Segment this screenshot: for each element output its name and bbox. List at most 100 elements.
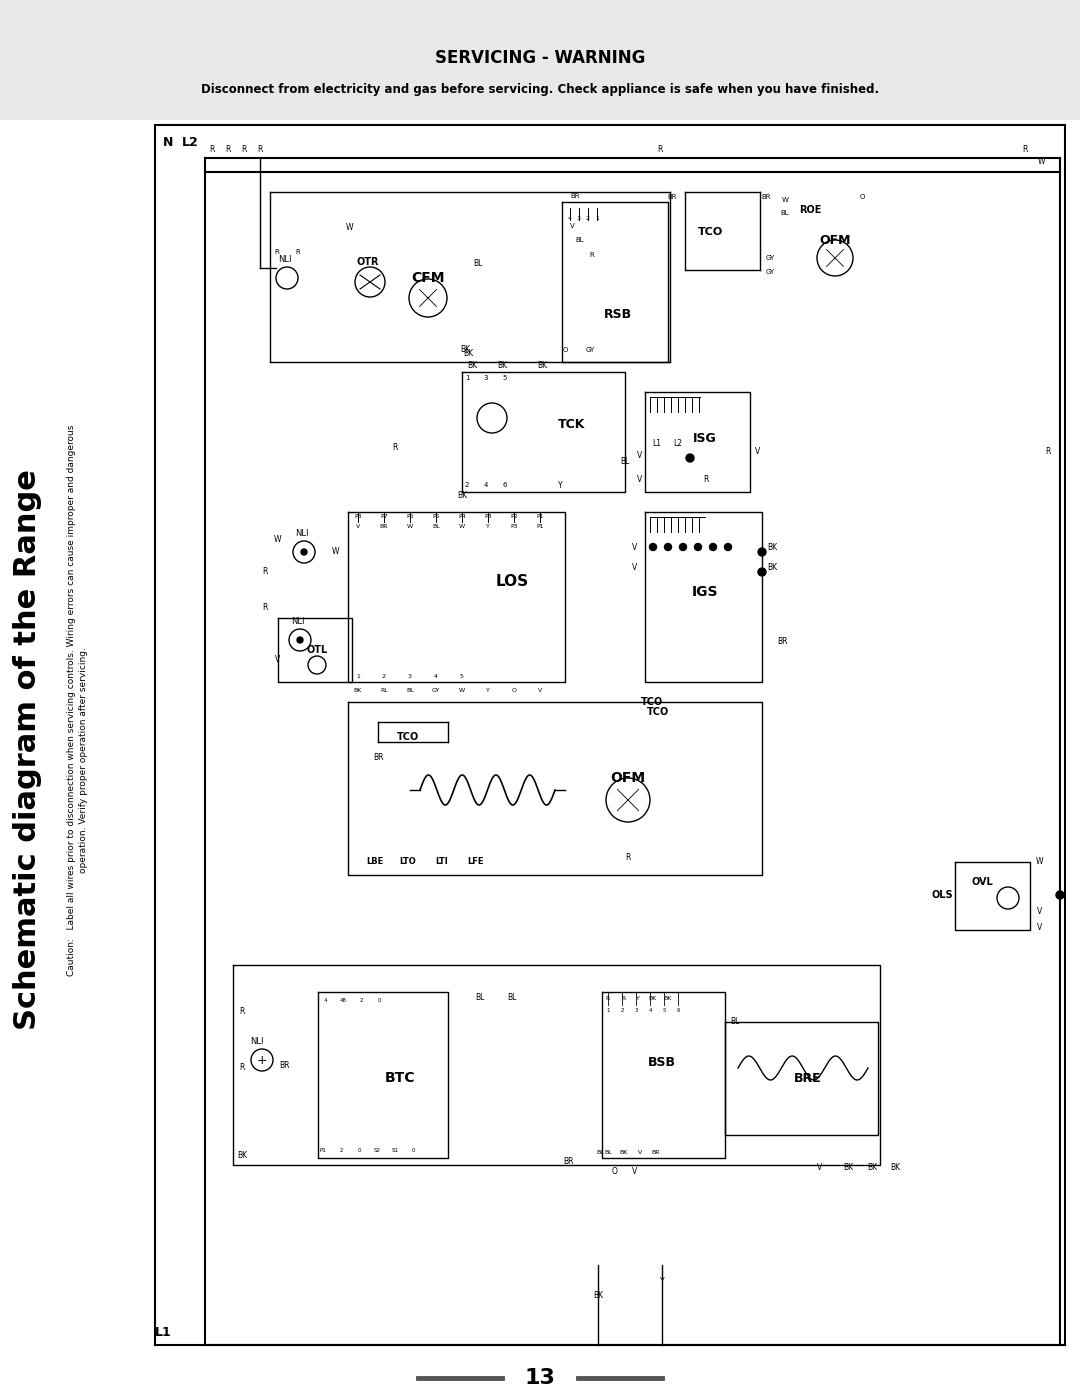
Text: P4: P4: [458, 514, 465, 520]
Text: GY: GY: [432, 687, 441, 693]
Text: Schematic diagram of the Range: Schematic diagram of the Range: [13, 469, 42, 1031]
Text: 2: 2: [464, 482, 469, 488]
Text: 5: 5: [460, 673, 464, 679]
Circle shape: [664, 543, 672, 550]
Text: BK: BK: [460, 345, 470, 355]
Text: V: V: [633, 1168, 637, 1176]
Text: BR: BR: [563, 1158, 573, 1166]
Text: OFM: OFM: [610, 771, 646, 785]
Text: BL: BL: [604, 1150, 612, 1154]
Text: 1: 1: [464, 374, 469, 381]
Text: +: +: [257, 1053, 268, 1066]
Circle shape: [686, 454, 694, 462]
Text: Disconnect from electricity and gas before servicing. Check appliance is safe wh: Disconnect from electricity and gas befo…: [201, 84, 879, 96]
Text: 1: 1: [595, 215, 599, 221]
Text: R: R: [392, 443, 397, 453]
Text: P1: P1: [320, 1147, 326, 1153]
Circle shape: [725, 543, 731, 550]
Text: R: R: [703, 475, 708, 485]
Text: 4: 4: [568, 215, 572, 221]
Text: O: O: [612, 1168, 618, 1176]
Text: BR: BR: [761, 194, 771, 200]
Text: W: W: [347, 224, 354, 232]
Text: L2: L2: [181, 137, 199, 149]
Text: BK: BK: [354, 687, 362, 693]
Text: BR: BR: [777, 637, 787, 647]
Text: W: W: [332, 548, 339, 556]
Text: Y: Y: [486, 524, 490, 529]
Text: IGS: IGS: [692, 585, 718, 599]
Text: BL: BL: [576, 237, 584, 243]
Text: BL: BL: [475, 993, 485, 1003]
Text: R: R: [621, 996, 625, 1000]
Text: W: W: [274, 535, 282, 545]
Text: 6: 6: [503, 482, 508, 488]
Text: W: W: [459, 524, 465, 529]
Text: GY: GY: [766, 270, 774, 275]
Text: R: R: [210, 145, 215, 155]
Text: W: W: [459, 687, 465, 693]
Text: BL: BL: [473, 258, 483, 267]
Text: R: R: [226, 145, 231, 155]
Text: R: R: [240, 1007, 245, 1017]
Text: CFM: CFM: [411, 271, 445, 285]
Text: BK: BK: [620, 1150, 629, 1154]
Text: BK: BK: [767, 543, 778, 552]
Text: S2: S2: [374, 1147, 380, 1153]
Text: BL: BL: [620, 457, 630, 467]
Text: R: R: [606, 996, 610, 1000]
Text: 3: 3: [634, 1007, 638, 1013]
Text: 4: 4: [484, 482, 488, 488]
Text: O: O: [860, 194, 865, 200]
Text: TCO: TCO: [640, 697, 663, 707]
Text: 4: 4: [323, 997, 327, 1003]
Text: 13: 13: [525, 1368, 555, 1389]
Text: V: V: [633, 543, 637, 552]
Text: Y: Y: [557, 481, 563, 489]
Circle shape: [301, 549, 307, 555]
Text: P6: P6: [406, 514, 414, 520]
Text: NLI: NLI: [251, 1038, 264, 1046]
Text: 2: 2: [360, 997, 363, 1003]
Text: P7: P7: [380, 514, 388, 520]
Text: RSB: RSB: [604, 309, 632, 321]
Text: ISG: ISG: [693, 432, 717, 444]
Text: BK: BK: [767, 563, 778, 573]
Text: NLI: NLI: [292, 617, 305, 626]
Text: R: R: [240, 1063, 245, 1073]
Text: BK: BK: [890, 1164, 900, 1172]
Text: GY: GY: [585, 346, 595, 353]
Text: 6: 6: [676, 1007, 679, 1013]
Text: 2: 2: [382, 673, 386, 679]
Text: BK: BK: [537, 362, 548, 370]
Circle shape: [1056, 891, 1064, 900]
Text: BL: BL: [432, 524, 440, 529]
Text: L1: L1: [652, 439, 661, 447]
Text: R: R: [274, 249, 280, 256]
Text: P1: P1: [537, 524, 543, 529]
Text: 0: 0: [411, 1147, 415, 1153]
Text: BK: BK: [664, 996, 672, 1000]
Text: N: N: [163, 137, 173, 149]
Text: R: R: [590, 251, 594, 258]
Text: V: V: [818, 1164, 823, 1172]
Text: R: R: [658, 145, 663, 155]
Text: BK: BK: [593, 1291, 603, 1299]
Text: 5: 5: [662, 1007, 665, 1013]
Text: O: O: [563, 346, 568, 353]
Circle shape: [758, 569, 766, 576]
Text: BR: BR: [570, 193, 580, 198]
Text: Caution:   Label all wires prior to disconnection when servicing controls. Wirin: Caution: Label all wires prior to discon…: [67, 425, 77, 975]
Text: BL: BL: [730, 1017, 740, 1027]
Text: BK: BK: [463, 348, 473, 358]
Text: OTL: OTL: [307, 645, 327, 655]
Text: 5: 5: [503, 374, 508, 381]
Text: L1: L1: [154, 1326, 172, 1338]
Text: W: W: [782, 197, 788, 203]
Text: R: R: [1045, 447, 1051, 457]
Text: S1: S1: [391, 1147, 399, 1153]
Circle shape: [694, 543, 702, 550]
Text: BL: BL: [596, 1150, 604, 1154]
Text: Y: Y: [486, 687, 490, 693]
Text: NLI: NLI: [295, 528, 309, 538]
